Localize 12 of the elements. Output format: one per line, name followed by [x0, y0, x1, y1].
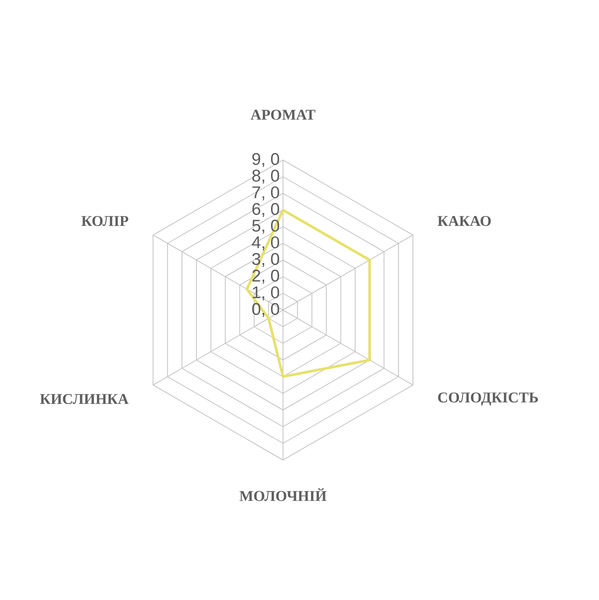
- spoke-label: МОЛОЧНІЙ: [240, 488, 326, 502]
- spoke-label: АРОМАТ: [250, 110, 316, 120]
- y-tick-label: 9, 0: [252, 152, 280, 167]
- spoke-label: КАКАО: [438, 216, 491, 226]
- spoke-label: КИСЛИНКА: [40, 394, 129, 404]
- y-tick-label: 4, 0: [252, 236, 280, 250]
- y-tick-label: 8, 0: [252, 170, 280, 184]
- y-tick-label: 1, 0: [252, 286, 280, 300]
- spoke-label: КОЛІР: [81, 216, 128, 226]
- y-tick-label: 6, 0: [252, 203, 280, 217]
- y-tick-label: 7, 0: [252, 186, 280, 200]
- spoke-label: СОЛОДКІСТЬ: [438, 392, 538, 406]
